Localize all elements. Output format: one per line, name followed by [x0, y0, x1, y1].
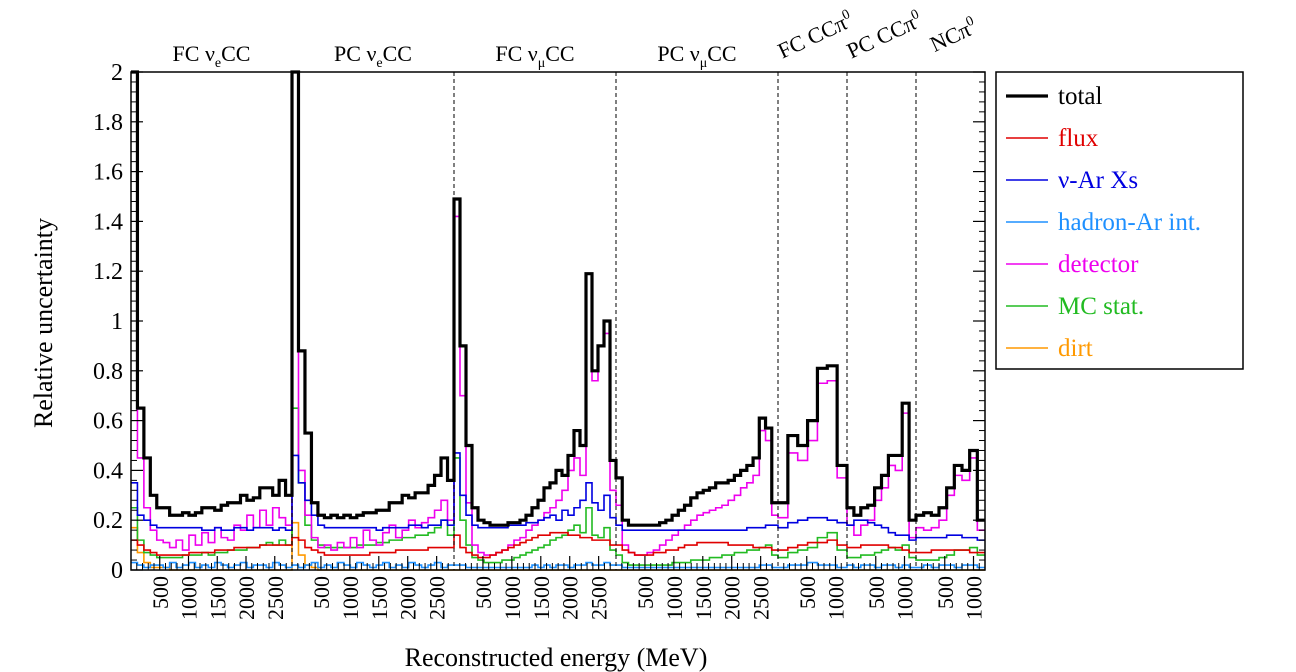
- y-tick-label: 1.8: [93, 110, 123, 136]
- series-total: [131, 70, 985, 527]
- x-tick-label: 1000: [177, 576, 202, 620]
- y-tick-label: 0.4: [93, 458, 123, 484]
- x-tick-label: 2000: [558, 576, 583, 620]
- y-tick-label: 0.2: [93, 508, 123, 534]
- y-tick-label: 1.6: [93, 160, 123, 186]
- x-tick-label: 1000: [824, 576, 849, 620]
- x-tick-label: 1500: [529, 576, 554, 620]
- series--ar-xs: [131, 452, 985, 541]
- legend-label: total: [1058, 83, 1102, 110]
- channel-label: FC CCπ0: [774, 7, 857, 63]
- y-tick-label: 0.8: [93, 359, 123, 385]
- legend-label: ν-Ar Xs: [1058, 167, 1138, 194]
- x-tick-label: 500: [309, 576, 334, 609]
- x-axis-title: Reconstructed energy (MeV): [405, 643, 708, 672]
- x-tick-label: 1000: [662, 576, 687, 620]
- x-tick-label: 1500: [691, 576, 716, 620]
- x-tick-label: 1000: [500, 576, 525, 620]
- x-tick-label: 2000: [720, 576, 745, 620]
- x-tick-label: 500: [795, 576, 820, 609]
- legend-label: flux: [1058, 125, 1099, 152]
- series-layer: [131, 70, 985, 571]
- channel-label: PC νeCC: [334, 41, 412, 71]
- x-tick-label: 1000: [338, 576, 363, 620]
- x-tick-label: 1500: [205, 576, 230, 620]
- legend-label: hadron-Ar int.: [1058, 209, 1201, 236]
- x-tick-label: 2000: [396, 576, 421, 620]
- x-tick-label: 500: [933, 576, 958, 609]
- x-tick-label: 1000: [962, 576, 987, 620]
- legend-box: [995, 71, 1244, 370]
- x-tick-label: 500: [148, 576, 173, 609]
- y-axis: 0 0.2 0.4 0.6 0.8 1 1.2 1.4 1.6 1.8 2: [93, 60, 985, 584]
- x-tick-label: 500: [471, 576, 496, 609]
- x-tick-label: 500: [633, 576, 658, 609]
- y-tick-label: 0.6: [93, 409, 123, 435]
- x-tick-label: 2500: [749, 576, 774, 620]
- series-detector: [131, 71, 985, 556]
- x-tick-label: 2500: [587, 576, 612, 620]
- x-tick-label: 1000: [893, 576, 918, 620]
- x-tick-label: 2500: [425, 576, 450, 620]
- legend-label: detector: [1058, 251, 1139, 278]
- legend-label: dirt: [1058, 335, 1093, 362]
- x-tick-label: 2000: [234, 576, 259, 620]
- y-tick-label: 2: [111, 60, 123, 86]
- channel-label: NCπ0: [926, 14, 981, 57]
- channel-label: PC CCπ0: [843, 7, 926, 63]
- x-axis: 500 1000 1500 2000 2500 500 1000 1500 2000 2500 50…: [136, 556, 987, 620]
- series-hadron-ar-int-: [131, 561, 985, 569]
- y-tick-label: 1: [111, 309, 123, 335]
- x-tick-label: 500: [864, 576, 889, 609]
- legend-label: MC stat.: [1058, 293, 1144, 320]
- channel-label: FC νμCC: [495, 41, 574, 71]
- channel-label: FC νeCC: [173, 41, 251, 71]
- legend: total flux ν-Ar Xs hadron-Ar int. detector MC…: [995, 71, 1244, 370]
- series-flux: [131, 531, 985, 559]
- x-tick-label: 1500: [367, 576, 392, 620]
- y-axis-title: Relative uncertainty: [29, 218, 58, 428]
- channel-label: PC νμCC: [657, 41, 736, 71]
- y-tick-label: 1.2: [93, 259, 123, 285]
- y-tick-label: 0: [111, 558, 123, 584]
- y-tick-label: 1.4: [93, 209, 123, 235]
- x-tick-label: 2500: [263, 576, 288, 620]
